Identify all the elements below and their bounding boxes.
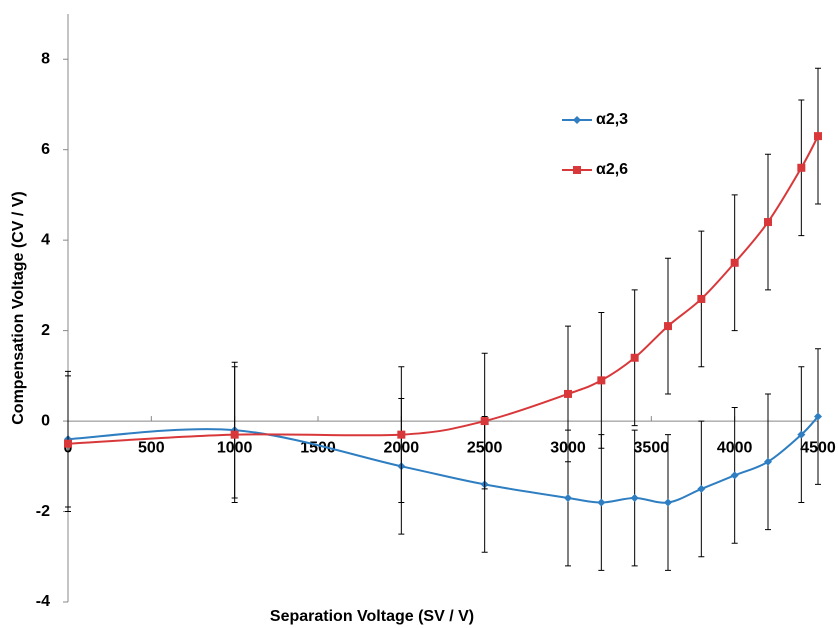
marker [564, 493, 572, 502]
series-line [67, 415, 819, 504]
y-tick-label: 6 [41, 141, 50, 158]
x-axis-label: Separation Voltage (SV / V) [270, 608, 474, 625]
marker [797, 430, 806, 439]
marker [597, 498, 606, 507]
marker [597, 376, 606, 385]
legend-label: α2,3 [596, 111, 628, 128]
marker [564, 389, 572, 398]
marker [764, 457, 772, 466]
series-line [67, 135, 819, 445]
legend-label: α2,6 [596, 161, 628, 178]
marker [814, 412, 822, 421]
marker [697, 294, 706, 303]
marker [397, 430, 406, 439]
marker [797, 163, 806, 172]
marker [730, 471, 739, 480]
marker [630, 353, 639, 362]
x-tick-label: 3500 [634, 439, 670, 456]
marker [480, 417, 489, 426]
marker [764, 218, 772, 227]
y-tick-label: -4 [36, 593, 50, 610]
marker [230, 430, 239, 439]
marker [697, 484, 706, 493]
y-tick-label: 4 [41, 231, 50, 248]
y-axis-label: Compensation Voltage (CV / V) [10, 191, 27, 425]
y-tick-label: 0 [41, 412, 50, 429]
y-tick-label: -2 [36, 503, 50, 520]
marker [664, 498, 672, 507]
marker [64, 439, 72, 448]
marker [573, 116, 581, 124]
marker [573, 166, 581, 174]
marker [730, 258, 739, 267]
y-tick-label: 2 [41, 322, 50, 339]
y-tick-label: 8 [41, 50, 50, 67]
marker [814, 132, 822, 141]
marker [664, 322, 672, 331]
x-tick-label: 500 [138, 439, 165, 456]
marker [630, 493, 639, 502]
